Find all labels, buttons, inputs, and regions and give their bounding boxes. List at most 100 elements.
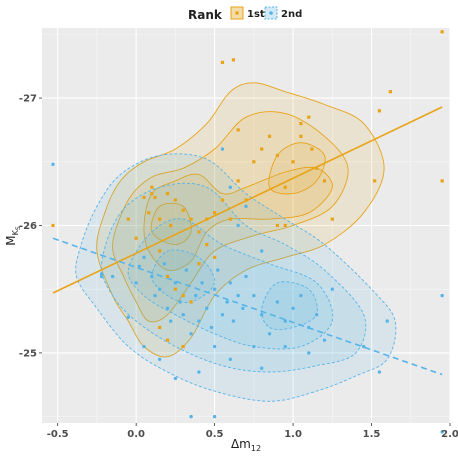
point-2nd — [205, 306, 209, 311]
point-2nd — [157, 357, 162, 361]
point-2nd — [173, 281, 178, 285]
x-tick-label: 0.0 — [127, 429, 145, 440]
y-axis-title: MKS — [4, 226, 22, 246]
legend-label-1st: 1st — [247, 9, 265, 20]
point-2nd — [110, 274, 115, 279]
point-1st — [291, 160, 295, 164]
point-1st — [165, 192, 170, 196]
point-2nd — [299, 293, 303, 298]
point-1st — [377, 109, 381, 113]
point-1st — [205, 217, 209, 221]
point-1st — [440, 179, 444, 183]
point-1st — [181, 293, 185, 298]
point-1st — [197, 262, 201, 266]
legend-point-1st — [235, 11, 239, 15]
point-1st — [220, 60, 225, 65]
x-tick-label: 1.5 — [363, 429, 381, 440]
point-1st — [158, 249, 162, 253]
point-1st — [244, 198, 248, 202]
point-1st — [236, 128, 240, 132]
point-2nd — [99, 274, 104, 279]
point-1st — [231, 58, 236, 62]
point-2nd — [259, 249, 264, 253]
point-1st — [283, 223, 287, 228]
y-axis-ticks: -27 -26 -25 — [19, 94, 42, 359]
point-2nd — [385, 319, 389, 323]
y-tick-label: -26 — [19, 221, 37, 232]
data-points — [51, 30, 444, 434]
point-2nd — [137, 264, 141, 268]
point-2nd — [173, 376, 178, 381]
point-1st — [189, 217, 193, 221]
x-tick-label: 2.0 — [441, 429, 458, 440]
point-1st — [310, 147, 314, 151]
x-axis-ticks: -0.5 0.0 0.5 1.0 1.5 2.0 — [47, 423, 458, 440]
point-1st — [440, 30, 444, 34]
legend: Rank 1st 2nd — [188, 6, 302, 22]
point-1st — [150, 192, 154, 196]
point-2nd — [236, 293, 240, 298]
point-1st — [307, 115, 311, 119]
point-1st — [213, 255, 217, 259]
point-2nd — [99, 272, 104, 276]
point-1st — [275, 153, 279, 158]
point-2nd — [283, 344, 287, 349]
point-2nd — [275, 300, 280, 304]
point-2nd — [225, 300, 229, 304]
point-1st — [299, 121, 303, 126]
point-2nd — [189, 332, 193, 336]
point-2nd — [228, 281, 233, 285]
point-2nd — [377, 370, 382, 374]
point-2nd — [307, 325, 311, 330]
point-2nd — [51, 162, 55, 167]
point-1st — [220, 198, 225, 202]
x-tick-label: -0.5 — [47, 429, 69, 440]
point-1st — [205, 243, 209, 247]
point-2nd — [212, 414, 217, 419]
point-1st — [173, 287, 177, 291]
point-2nd — [244, 274, 248, 279]
gridlines — [42, 28, 451, 423]
density-contour-1st-level-1 — [96, 82, 385, 358]
point-1st — [373, 179, 377, 183]
point-1st — [275, 223, 279, 228]
point-1st — [126, 217, 130, 221]
y-tick-label: -25 — [19, 348, 37, 359]
point-1st — [252, 160, 256, 164]
point-2nd — [291, 306, 295, 311]
point-2nd — [189, 414, 193, 419]
point-1st — [228, 217, 232, 221]
point-2nd — [252, 344, 256, 349]
point-2nd — [440, 430, 444, 434]
point-2nd — [231, 319, 236, 323]
point-2nd — [314, 312, 319, 317]
point-2nd — [181, 312, 185, 317]
point-2nd — [440, 293, 444, 298]
point-1st — [165, 274, 170, 279]
point-2nd — [134, 281, 138, 285]
point-2nd — [153, 293, 157, 298]
point-2nd — [228, 185, 233, 189]
point-2nd — [216, 268, 220, 272]
point-2nd — [244, 204, 248, 209]
point-2nd — [209, 325, 214, 330]
point-1st — [51, 223, 55, 228]
point-2nd — [212, 287, 217, 291]
point-2nd — [283, 319, 287, 323]
point-1st — [283, 185, 287, 189]
point-2nd — [220, 147, 225, 151]
point-2nd — [330, 287, 335, 291]
point-1st — [153, 195, 157, 200]
point-2nd — [150, 274, 154, 279]
point-2nd — [126, 315, 131, 319]
point-2nd — [259, 312, 264, 317]
point-1st — [315, 166, 319, 170]
x-tick-label: 1.0 — [284, 429, 302, 440]
legend-title: Rank — [188, 8, 223, 22]
point-1st — [181, 344, 185, 349]
point-1st — [147, 211, 151, 215]
point-2nd — [184, 268, 189, 272]
point-2nd — [165, 306, 170, 311]
point-1st — [158, 217, 162, 221]
